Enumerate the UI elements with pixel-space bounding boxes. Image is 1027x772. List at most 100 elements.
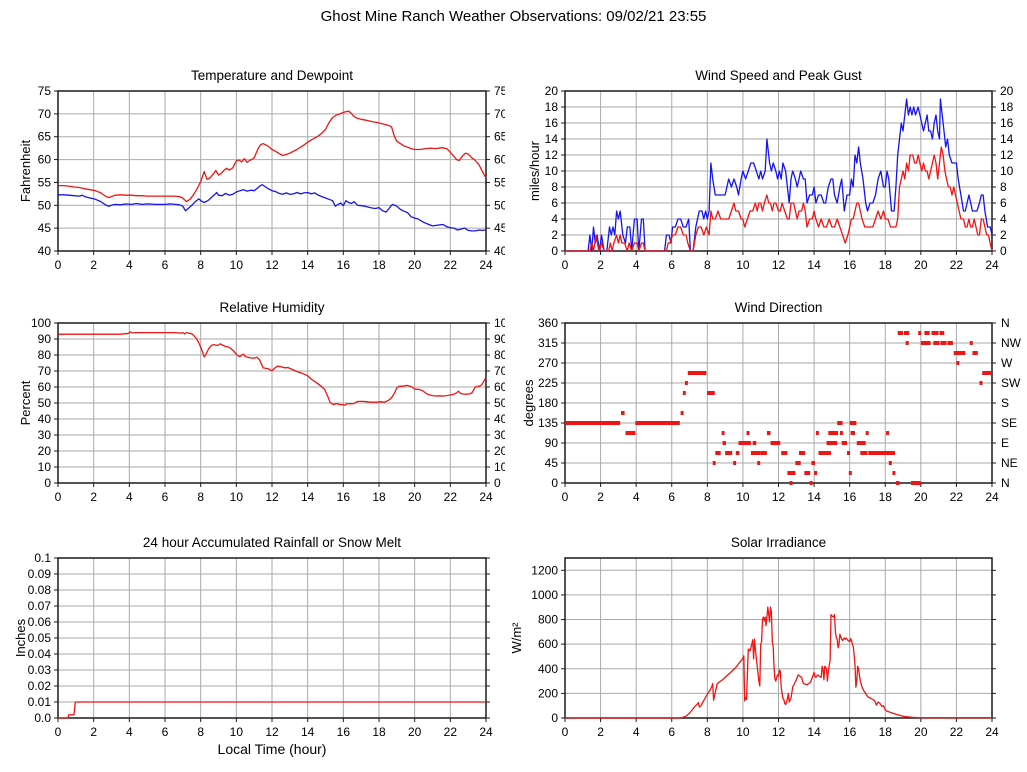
x-tick-label: 12 (265, 258, 279, 272)
y-tick-label: 1000 (531, 588, 558, 602)
gridlines (565, 558, 992, 718)
rainfall-title: 24 hour Accumulated Rainfall or Snow Mel… (143, 535, 401, 550)
y-tick-label: 60 (38, 380, 52, 394)
y-tick-label: 0 (551, 476, 558, 490)
x-tick-label: 0 (55, 725, 62, 739)
y-tick-label: 360 (538, 316, 558, 330)
chart-wind-speed-gust: 0 2 4 6 8 10 12 14 16 18 20 22 24 0 0 2 2 4 4 6 6 8 8 10 10 12 12 1… (505, 60, 1027, 297)
x-tick-label: 12 (772, 490, 786, 504)
x-tick-label: 10 (736, 490, 750, 504)
x-tick-label: 8 (704, 258, 711, 272)
y-tick-label: 40 (38, 412, 52, 426)
y-tick-label: 50 (38, 198, 52, 212)
x-tick-label: 16 (337, 490, 351, 504)
x-tick-label: 18 (372, 258, 386, 272)
y-tick-label: 0.1 (34, 551, 51, 565)
direction-y-axis-label: degrees (521, 379, 536, 426)
x-tick-label: 2 (597, 725, 604, 739)
wind-y-axis-label: miles/hour (527, 140, 542, 201)
y-tick-label: 800 (538, 613, 558, 627)
x-tick-label: 22 (444, 258, 458, 272)
humidity-line (58, 331, 487, 406)
y-tick-label-right: 6 (1000, 196, 1007, 210)
y-tick-label-right: 70 (494, 364, 505, 378)
y-tick-label: 10 (545, 164, 559, 178)
x-tick-label: 0 (55, 258, 62, 272)
plot-frame (564, 322, 993, 484)
x-tick-label: 4 (633, 258, 640, 272)
x-tick-label: 14 (301, 490, 315, 504)
x-tick-label: 20 (408, 258, 422, 272)
x-tick-label: 14 (807, 725, 821, 739)
y-tick-label: 50 (38, 396, 52, 410)
x-tick-label: 8 (704, 490, 711, 504)
x-tick-label: 24 (479, 258, 493, 272)
y-tick-label: 0.02 (28, 679, 52, 693)
y-tick-label-right: 14 (1000, 132, 1014, 146)
wind-title: Wind Speed and Peak Gust (695, 68, 862, 83)
y-tick-label-right: 0 (1000, 244, 1007, 258)
y-tick-label: 0.0 (34, 711, 51, 725)
y-tick-label: 4 (551, 212, 558, 226)
solar-y-axis-label: W/m² (509, 622, 524, 654)
solar-irradiance-line (565, 606, 992, 719)
x-tick-label: 16 (843, 490, 857, 504)
gridlines (565, 91, 992, 251)
y-tick-label: 90 (545, 436, 559, 450)
y-tick-label: 60 (38, 153, 52, 167)
x-tick-label: 22 (950, 725, 964, 739)
y-tick-label: 80 (38, 348, 52, 362)
y-tick-label: 0.06 (28, 615, 52, 629)
y-tick-label-right: 30 (494, 428, 505, 442)
y-tick-label: 100 (31, 316, 51, 330)
plot-frame (57, 557, 487, 719)
plot-frame (57, 322, 487, 484)
x-tick-label: 16 (337, 258, 351, 272)
y-tick-label-right: 8 (1000, 180, 1007, 194)
x-tick-label: 2 (90, 490, 97, 504)
plot-frame (564, 557, 993, 719)
x-tick-label: 2 (90, 258, 97, 272)
y-tick-label: 70 (38, 364, 52, 378)
x-tick-label: 2 (597, 490, 604, 504)
y-tick-label: 14 (545, 132, 559, 146)
x-tick-label: 10 (736, 725, 750, 739)
x-tick-label: 14 (807, 258, 821, 272)
x-tick-label: 8 (197, 258, 204, 272)
gridlines (58, 558, 486, 718)
x-tick-label: 24 (985, 725, 999, 739)
y-tick-label-right: 50 (494, 396, 505, 410)
compass-label: NE (1001, 456, 1018, 470)
solar-title: Solar Irradiance (731, 535, 826, 550)
x-tick-label: 18 (879, 258, 893, 272)
y-tick-label: 40 (38, 244, 52, 258)
x-tick-label: 12 (772, 258, 786, 272)
chart-solar-irradiance: 0 2 4 6 8 10 12 14 16 18 20 22 24 0 200 400 600 800 1000 12… (505, 527, 1027, 772)
x-tick-label: 4 (126, 258, 133, 272)
humidity-title: Relative Humidity (219, 300, 324, 315)
rainfall-y-axis-label: Inches (13, 618, 28, 657)
x-tick-label: 8 (704, 725, 711, 739)
y-tick-label: 1200 (531, 563, 558, 577)
y-tick-label-right: 55 (494, 175, 505, 189)
y-tick-label: 200 (538, 686, 558, 700)
peak-gust-line (565, 98, 993, 252)
x-tick-label: 8 (197, 725, 204, 739)
gridlines (58, 323, 486, 483)
y-tick-label-right: 60 (494, 380, 505, 394)
x-tick-label: 6 (668, 258, 675, 272)
compass-label: SE (1001, 416, 1017, 430)
y-tick-label: 20 (545, 84, 559, 98)
page-title: Ghost Mine Ranch Weather Observations: 0… (320, 8, 707, 25)
x-tick-label: 12 (772, 725, 786, 739)
y-tick-label: 65 (38, 130, 52, 144)
chart-accumulated-rainfall: 0 2 4 6 8 10 12 14 16 18 20 22 24 0.0 0.01 0.02 0.03 0.04… (0, 527, 505, 772)
y-tick-label: 270 (538, 356, 558, 370)
x-tick-label: 0 (562, 258, 569, 272)
x-tick-label: 24 (985, 490, 999, 504)
x-tick-label: 16 (843, 725, 857, 739)
y-tick-label: 6 (551, 196, 558, 210)
y-tick-label-right: 20 (494, 444, 505, 458)
y-tick-label: 0.05 (28, 631, 52, 645)
